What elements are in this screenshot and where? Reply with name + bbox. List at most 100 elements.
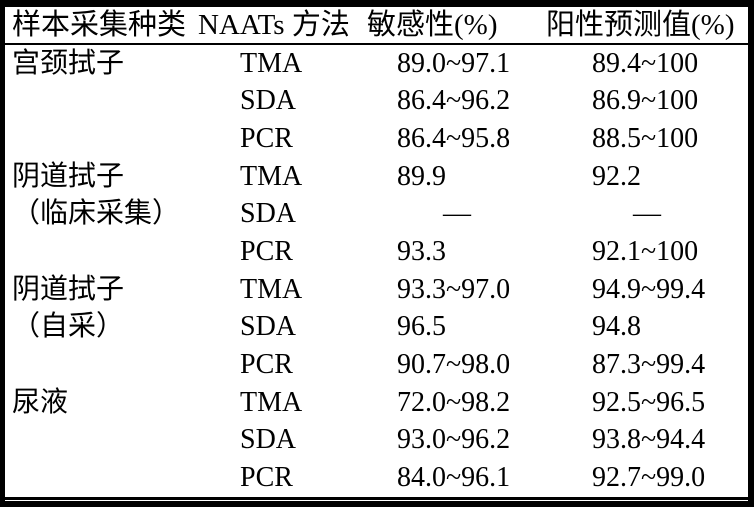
cell-text: 阴道拭子 (12, 160, 125, 192)
cell-text: 88.5~100 (592, 123, 699, 155)
cell-sample-type: 宫颈拭子 (5, 47, 195, 79)
table-row: 尿液 TMA 72.0~98.2 92.5~96.5 (5, 384, 748, 422)
cell-ppv: 92.1~100 (540, 238, 748, 266)
cell-text: PCR (240, 236, 293, 268)
table-row: SDA 86.4~96.2 86.9~100 (5, 83, 748, 121)
cell-ppv: 89.4~100 (540, 47, 748, 79)
cell-sensitivity: 86.4~96.2 (355, 87, 540, 115)
cell-text: 96.5 (397, 311, 446, 343)
header-sensitivity: 敏感性(%) (355, 8, 540, 41)
cell-text: 92.2 (592, 160, 641, 192)
cell-sample-type: （临床采集） (5, 200, 195, 228)
cell-sensitivity: 93.0~96.2 (355, 426, 540, 454)
cell-method: PCR (195, 464, 355, 492)
cell-text: 94.8 (592, 311, 641, 343)
cell-method: SDA (195, 87, 355, 115)
table-row: （自采） SDA 96.5 94.8 (5, 309, 748, 347)
cell-sensitivity: 72.0~98.2 (355, 386, 540, 418)
cell-method: SDA (195, 426, 355, 454)
table-row: SDA 93.0~96.2 93.8~94.4 (5, 422, 748, 460)
cell-text: 89.4~100 (592, 47, 699, 79)
cell-sensitivity: 93.3 (355, 238, 540, 266)
cell-text: 94.9~99.4 (592, 273, 706, 305)
header-ppv: 阳性预测值(%) (540, 8, 748, 41)
table-bottom-rule (5, 496, 748, 500)
cell-text: 72.0~98.2 (397, 386, 511, 418)
cell-text: SDA (240, 198, 297, 230)
cell-text: 93.0~96.2 (397, 424, 511, 456)
table-row: 阴道拭子 TMA 93.3~97.0 94.9~99.4 (5, 271, 748, 309)
header-naats-method: NAATs 方法 (195, 8, 355, 41)
cell-sensitivity: 89.0~97.1 (355, 47, 540, 79)
cell-method: SDA (195, 200, 355, 228)
cell-text: SDA (240, 424, 297, 456)
cell-text: TMA (240, 47, 303, 79)
cell-sensitivity: 89.9 (355, 160, 540, 192)
table-row: （临床采集） SDA — — (5, 196, 748, 234)
header-text: 样本采集种类 (12, 8, 187, 41)
cell-ppv: 86.9~100 (540, 87, 748, 115)
cell-text: （自采） (12, 311, 125, 343)
cell-ppv: 93.8~94.4 (540, 426, 748, 454)
cell-text: 93.3 (397, 236, 446, 268)
table-header-row: 样本采集种类 NAATs 方法 敏感性(%) 阳性预测值(%) (5, 7, 748, 45)
cell-ppv: 92.2 (540, 160, 748, 192)
cell-ppv: 92.7~99.0 (540, 464, 748, 492)
table-row: 宫颈拭子 TMA 89.0~97.1 89.4~100 (5, 45, 748, 83)
cell-method: SDA (195, 313, 355, 341)
cell-text: 92.1~100 (592, 236, 699, 268)
cell-text: PCR (240, 462, 293, 494)
cell-text: — (443, 198, 471, 230)
table-row: PCR 86.4~95.8 88.5~100 (5, 120, 748, 158)
cell-text: TMA (240, 386, 303, 418)
cell-text: 86.4~96.2 (397, 85, 511, 117)
table-row: PCR 84.0~96.1 92.7~99.0 (5, 459, 748, 497)
cell-text: 84.0~96.1 (397, 462, 511, 494)
cell-text: PCR (240, 123, 293, 155)
cell-ppv: 94.8 (540, 313, 748, 341)
cell-text: 89.0~97.1 (397, 47, 511, 79)
cell-text: 86.9~100 (592, 85, 699, 117)
table-row: PCR 93.3 92.1~100 (5, 233, 748, 271)
cell-text: 阴道拭子 (12, 273, 125, 305)
header-text: 阳性预测值(%) (546, 8, 735, 41)
cell-sensitivity: 93.3~97.0 (355, 273, 540, 305)
cell-text: 89.9 (397, 160, 446, 192)
cell-sample-type: 阴道拭子 (5, 160, 195, 192)
cell-sensitivity: 90.7~98.0 (355, 351, 540, 379)
cell-text: 87.3~99.4 (592, 349, 706, 381)
header-text: NAATs 方法 (198, 8, 350, 41)
cell-method: TMA (195, 47, 355, 79)
cell-ppv: — (540, 200, 748, 228)
cell-sample-type: 阴道拭子 (5, 273, 195, 305)
table-row: 阴道拭子 TMA 89.9 92.2 (5, 158, 748, 196)
cell-method: PCR (195, 125, 355, 153)
cell-text: 92.7~99.0 (592, 462, 706, 494)
cell-text: 93.3~97.0 (397, 273, 511, 305)
cell-text: PCR (240, 349, 293, 381)
cell-method: TMA (195, 160, 355, 192)
cell-text: 86.4~95.8 (397, 123, 511, 155)
cell-ppv: 92.5~96.5 (540, 388, 748, 417)
header-text: 敏感性(%) (367, 8, 498, 41)
cell-text: 尿液 (12, 386, 69, 418)
cell-sensitivity: 96.5 (355, 313, 540, 341)
cell-sensitivity: 84.0~96.1 (355, 464, 540, 492)
header-sample-type: 样本采集种类 (5, 8, 195, 41)
cell-text: TMA (240, 273, 303, 305)
cell-ppv: 88.5~100 (540, 125, 748, 153)
cell-ppv: 87.3~99.4 (540, 351, 748, 379)
cell-method: TMA (195, 386, 355, 418)
cell-text: （临床采集） (12, 198, 181, 230)
cell-method: TMA (195, 273, 355, 305)
cell-text: SDA (240, 311, 297, 343)
cell-text: TMA (240, 160, 303, 192)
cell-method: PCR (195, 238, 355, 266)
table-body: 宫颈拭子 TMA 89.0~97.1 89.4~100 SDA 86.4~96.… (5, 45, 748, 497)
cell-sensitivity: — (355, 200, 540, 228)
cell-text: 宫颈拭子 (12, 47, 125, 79)
cell-text: 90.7~98.0 (397, 349, 511, 381)
cell-text: 93.8~94.4 (592, 424, 706, 456)
cell-method: PCR (195, 351, 355, 379)
